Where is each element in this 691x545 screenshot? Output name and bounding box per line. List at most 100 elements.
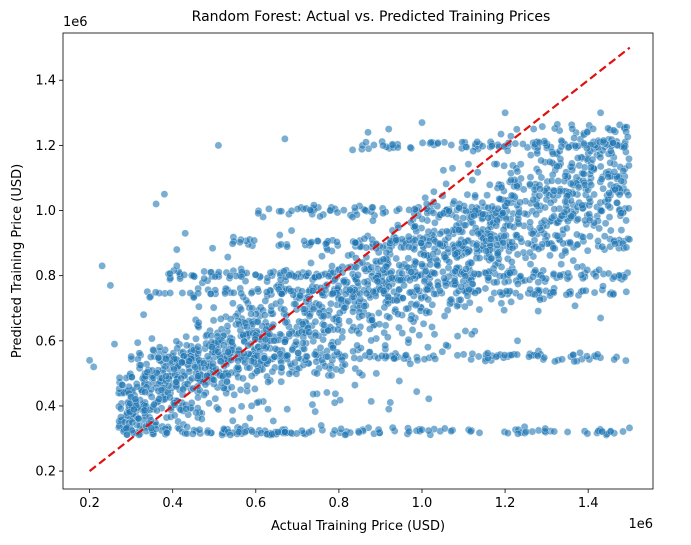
scatter-point — [253, 317, 262, 326]
scatter-point — [200, 267, 209, 276]
scatter-point — [514, 429, 522, 438]
scatter-point — [532, 210, 541, 219]
scatter-point — [323, 388, 331, 397]
scatter-point — [345, 317, 354, 326]
scatter-point — [151, 288, 160, 297]
scatter-point — [596, 108, 605, 117]
scatter-point — [285, 271, 294, 280]
scatter-point — [461, 142, 470, 151]
scatter-point — [596, 314, 605, 322]
scatter-point — [489, 264, 498, 273]
scatter-point — [549, 244, 558, 253]
scatter-point — [418, 425, 426, 434]
scatter-point — [324, 326, 332, 335]
scatter-point — [243, 322, 251, 331]
scatter-point — [316, 343, 325, 352]
scatter-point — [183, 423, 192, 431]
scatter-point — [317, 421, 326, 430]
scatter-point — [583, 352, 591, 361]
scatter-point — [211, 394, 220, 403]
scatter-point — [463, 292, 472, 300]
scatter-point — [362, 289, 371, 298]
scatter-point — [625, 154, 633, 163]
scatter-point — [229, 288, 238, 297]
scatter-point — [606, 226, 615, 235]
scatter-point — [280, 267, 288, 276]
scatter-point — [457, 282, 466, 291]
scatter-point — [462, 265, 470, 273]
scatter-point — [540, 353, 549, 362]
scatter-point — [492, 352, 501, 361]
scatter-point — [216, 315, 225, 323]
scatter-point — [247, 310, 255, 318]
scatter-point — [404, 335, 413, 344]
scatter-point — [327, 371, 336, 380]
scatter-point — [384, 125, 393, 133]
scatter-point — [280, 305, 289, 314]
scatter-point — [269, 417, 278, 425]
scatter-point — [424, 343, 432, 352]
scatter-point — [492, 278, 501, 287]
scatter-point — [237, 402, 246, 411]
scatter-point — [281, 337, 289, 346]
scatter-point — [483, 349, 492, 357]
scatter-point — [595, 265, 603, 274]
scatter-point — [350, 354, 359, 362]
scatter-point — [493, 249, 502, 258]
scatter-point — [162, 354, 170, 363]
scatter-point — [424, 394, 433, 403]
scatter-point — [470, 269, 479, 278]
scatter-point — [624, 204, 633, 213]
scatter-point — [251, 385, 259, 393]
scatter-point — [147, 424, 156, 432]
scatter-point — [471, 191, 479, 200]
scatter-point — [326, 206, 334, 215]
scatter-point — [381, 321, 390, 330]
scatter-point — [309, 390, 318, 398]
scatter-point — [424, 240, 433, 249]
scatter-point — [585, 216, 594, 225]
scatter-point — [130, 405, 138, 414]
scatter-point — [550, 205, 559, 214]
scatter-point — [453, 332, 462, 340]
scatter-point — [609, 138, 617, 147]
scatter-point — [500, 351, 509, 359]
scatter-point — [528, 229, 537, 238]
scatter-point — [625, 161, 633, 170]
scatter-point — [208, 244, 217, 253]
scatter-point — [323, 352, 332, 361]
scatter-point — [200, 391, 208, 399]
scatter-point — [425, 308, 434, 317]
scatter-point — [559, 239, 567, 248]
scatter-point — [241, 428, 249, 437]
scatter-point — [303, 352, 311, 361]
scatter-point — [313, 369, 321, 378]
scatter-point — [461, 221, 470, 230]
scatter-point — [316, 212, 324, 221]
scatter-point — [145, 293, 154, 302]
scatter-point — [551, 357, 559, 366]
scatter-point — [330, 398, 339, 407]
scatter-point — [381, 341, 390, 350]
scatter-point — [368, 316, 376, 324]
scatter-point — [139, 310, 148, 319]
scatter-point — [577, 271, 586, 279]
scatter-point — [395, 261, 404, 269]
scatter-point — [450, 277, 459, 285]
scatter-point — [574, 215, 582, 223]
scatter-point — [604, 201, 612, 210]
scatter-point — [310, 350, 319, 359]
scatter-point — [519, 140, 527, 148]
scatter-point — [624, 191, 633, 199]
scatter-point — [408, 326, 417, 334]
scatter-point — [152, 200, 160, 208]
scatter-point — [440, 274, 449, 283]
scatter-point — [561, 197, 570, 206]
scatter-point — [537, 173, 546, 182]
scatter-point — [382, 262, 391, 271]
scatter-point — [241, 358, 249, 367]
scatter-point — [286, 287, 295, 295]
scatter-point — [275, 231, 284, 239]
scatter-point — [524, 239, 532, 248]
scatter-point — [622, 216, 630, 225]
